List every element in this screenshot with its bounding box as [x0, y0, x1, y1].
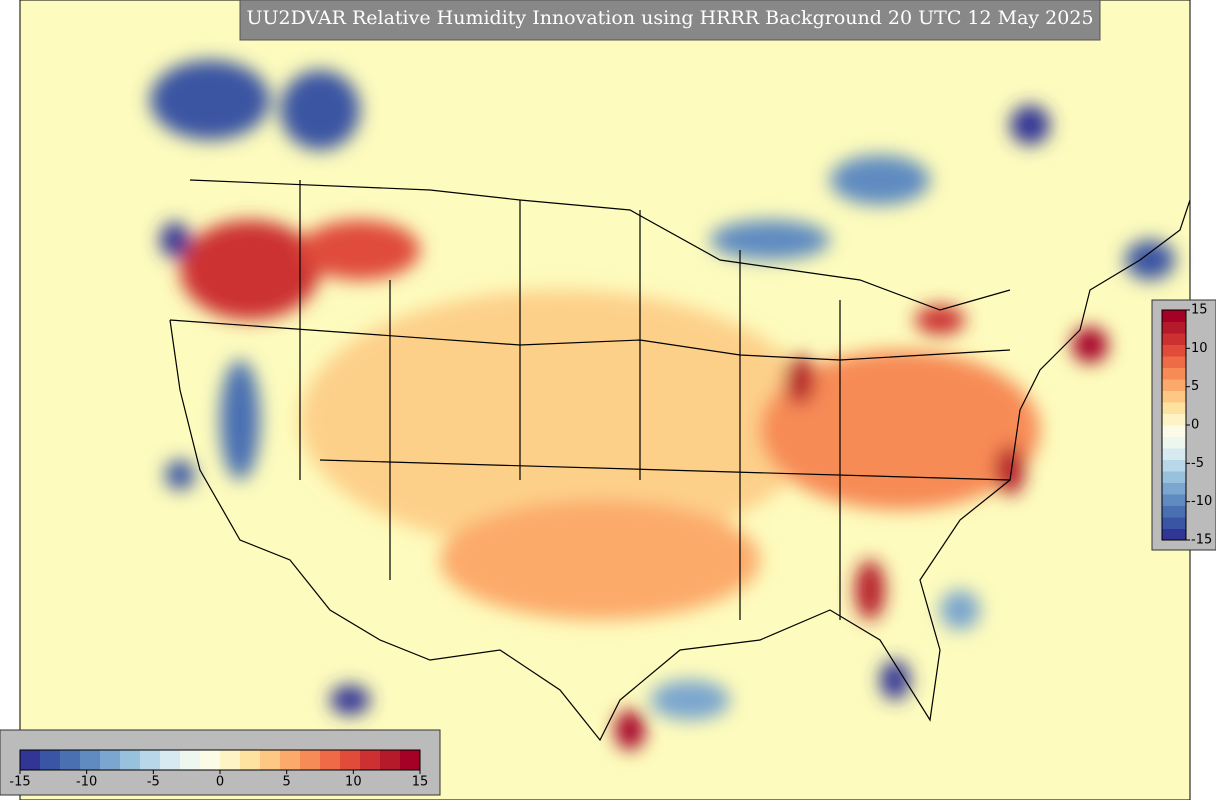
- colorbar-segment: [400, 750, 421, 770]
- colorbar-segment: [1162, 459, 1186, 472]
- colorbar-segment: [1162, 379, 1186, 391]
- colorbar-segment: [1162, 333, 1186, 345]
- colorbar-tick-label: -15: [1191, 533, 1212, 548]
- colorbar-tick-label: -10: [76, 775, 97, 790]
- colorbar-tick-label: -10: [1191, 494, 1212, 509]
- colorbar-tick-label: 0: [216, 775, 224, 790]
- title: UU2DVAR Relative Humidity Innovation usi…: [246, 7, 1093, 29]
- colorbar-segment: [360, 750, 381, 770]
- colorbar-segment: [80, 750, 101, 770]
- colorbar-tick-label: 0: [1191, 418, 1199, 433]
- colorbar-segment: [1162, 436, 1186, 449]
- colorbar-segment: [1162, 448, 1186, 460]
- colorbar-segment: [1162, 528, 1186, 541]
- colorbar-segment: [1162, 413, 1186, 426]
- colorbar-segment: [380, 750, 401, 770]
- innovation-field: [150, 60, 1175, 750]
- colorbar-segment: [260, 750, 281, 770]
- colorbar-segment: [1162, 494, 1186, 506]
- colorbar-segment: [1162, 321, 1186, 334]
- colorbar-segment: [1162, 517, 1186, 529]
- colorbar-segment: [1162, 390, 1186, 403]
- colorbar-segment: [240, 750, 261, 770]
- colorbar-tick-label: 5: [283, 775, 291, 790]
- colorbar-segment: [140, 750, 161, 770]
- title-box: [239, 0, 1101, 41]
- colorbar-segment: [1162, 482, 1186, 495]
- colorbar-segment: [1162, 367, 1186, 380]
- colorbar-segment: [1162, 425, 1186, 437]
- colorbar-segment: [20, 750, 41, 770]
- colorbar-segment: [1162, 356, 1186, 368]
- colorbar-segment: [220, 750, 241, 770]
- colorbar-segment: [120, 750, 141, 770]
- colorbar-segment: [1162, 505, 1186, 518]
- colorbar-segment: [1162, 471, 1186, 483]
- colorbar-segment: [200, 750, 221, 770]
- colorbar-tick-label: 5: [1191, 379, 1199, 394]
- colorbar-tick-label: 10: [345, 775, 362, 790]
- colorbar-segment: [40, 750, 61, 770]
- colorbar-segment: [1162, 402, 1186, 414]
- colorbar-segment: [1162, 310, 1186, 322]
- colorbar-segment: [340, 750, 361, 770]
- colorbar-segment: [60, 750, 81, 770]
- colorbar-tick-label: -5: [1191, 456, 1204, 471]
- colorbar-segment: [300, 750, 321, 770]
- colorbar-segment: [1162, 344, 1186, 357]
- colorbar-tick-label: 15: [412, 775, 429, 790]
- colorbar-segment: [180, 750, 201, 770]
- colorbar-tick-label: -15: [9, 775, 30, 790]
- map-outlines: [169, 179, 1191, 742]
- colorbar-tick-label: 10: [1191, 341, 1208, 356]
- colorbar-segment: [280, 750, 301, 770]
- colorbar-tick-label: -5: [147, 775, 160, 790]
- colorbar-tick-label: 15: [1191, 303, 1208, 318]
- colorbar-segment: [100, 750, 121, 770]
- colorbar-segment: [320, 750, 341, 770]
- colorbar-segment: [160, 750, 181, 770]
